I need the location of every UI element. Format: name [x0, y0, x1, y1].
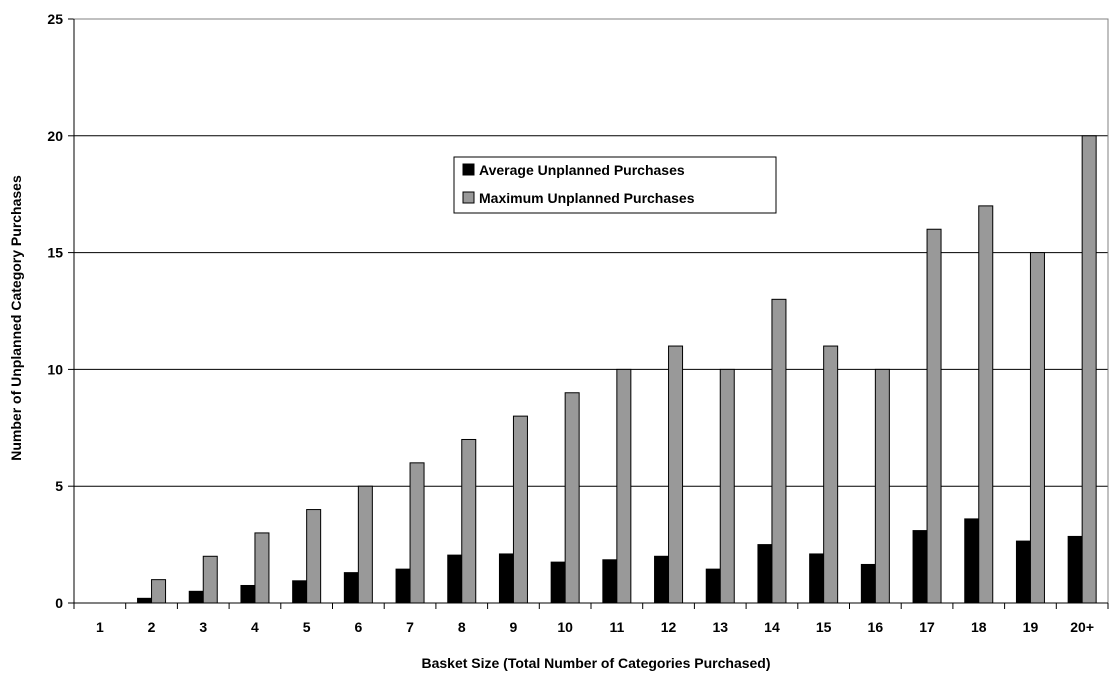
bar-average	[292, 580, 308, 604]
bar-maximum	[461, 438, 477, 604]
y-tick-label: 10	[47, 361, 63, 377]
bar-average	[1067, 535, 1083, 604]
bar-average	[912, 530, 928, 604]
bar-average	[964, 518, 980, 604]
bar-maximum	[978, 205, 994, 604]
plot-area-border	[73, 18, 1109, 604]
bar-average	[602, 559, 618, 604]
x-tick-label: 18	[971, 619, 987, 635]
y-tick-label: 5	[55, 478, 63, 494]
x-tick-label: 15	[816, 619, 832, 635]
x-tick-label: 11	[609, 619, 624, 635]
y-tick-label: 0	[55, 595, 63, 611]
x-tick-label: 2	[148, 619, 156, 635]
y-tick-label: 20	[47, 128, 63, 144]
bar-maximum	[616, 368, 632, 604]
legend-label-average: Average Unplanned Purchases	[479, 162, 685, 178]
legend-swatch-average	[462, 163, 475, 176]
bar-average	[1015, 540, 1031, 604]
axes	[68, 18, 1109, 609]
bar-maximum	[306, 509, 322, 604]
bar-maximum	[823, 345, 839, 604]
gridlines	[74, 18, 1108, 487]
legend-swatch-maximum	[462, 191, 475, 204]
x-tick-label: 12	[661, 619, 677, 635]
bar-maximum	[926, 228, 942, 604]
bar-average	[343, 572, 359, 604]
bar-average	[395, 568, 411, 604]
bar-average	[860, 563, 876, 604]
x-tick-label: 8	[458, 619, 466, 635]
bar-average	[705, 568, 721, 604]
bar-maximum	[1081, 135, 1097, 604]
bar-maximum	[512, 415, 528, 604]
bar-average	[809, 553, 825, 604]
bar-average	[757, 544, 773, 604]
x-tick-label: 7	[406, 619, 414, 635]
bar-maximum	[1029, 252, 1045, 604]
x-tick-label: 19	[1023, 619, 1039, 635]
x-tick-label: 4	[251, 619, 259, 635]
bar-maximum	[874, 368, 890, 604]
x-tick-label: 17	[919, 619, 935, 635]
legend-box	[453, 156, 777, 214]
bar-average	[447, 554, 463, 604]
bar-maximum	[151, 579, 167, 604]
y-axis-title: Number of Unplanned Category Purchases	[8, 175, 24, 461]
bar-maximum	[771, 298, 787, 604]
bar-average	[654, 555, 670, 604]
bar-average	[498, 553, 514, 604]
y-tick-label: 15	[47, 245, 63, 261]
x-tick-label: 16	[868, 619, 884, 635]
x-axis-title: Basket Size (Total Number of Categories …	[421, 655, 770, 671]
y-tick-label: 25	[47, 11, 63, 27]
bar-average	[188, 590, 204, 604]
x-tick-label: 14	[764, 619, 780, 635]
legend-label-maximum: Maximum Unplanned Purchases	[479, 190, 695, 206]
x-tick-label: 3	[199, 619, 207, 635]
bar-maximum	[202, 555, 218, 604]
bar-maximum	[254, 532, 270, 604]
x-tick-label: 10	[557, 619, 573, 635]
bar-maximum	[357, 485, 373, 604]
x-tick-label: 1	[96, 619, 104, 635]
x-tick-label: 20+	[1070, 619, 1094, 635]
x-tick-label: 6	[354, 619, 362, 635]
bar-maximum	[409, 462, 425, 604]
legend: Average Unplanned Purchases Maximum Unpl…	[453, 156, 777, 214]
bar-average	[240, 584, 256, 604]
x-tick-label: 9	[510, 619, 518, 635]
x-tick-label: 5	[303, 619, 311, 635]
bar-maximum	[564, 392, 580, 604]
bar-maximum	[668, 345, 684, 604]
bar-average	[550, 561, 566, 604]
bar-maximum	[719, 368, 735, 604]
bars	[137, 135, 1097, 604]
x-tick-label: 13	[712, 619, 728, 635]
bar-average	[137, 597, 153, 604]
